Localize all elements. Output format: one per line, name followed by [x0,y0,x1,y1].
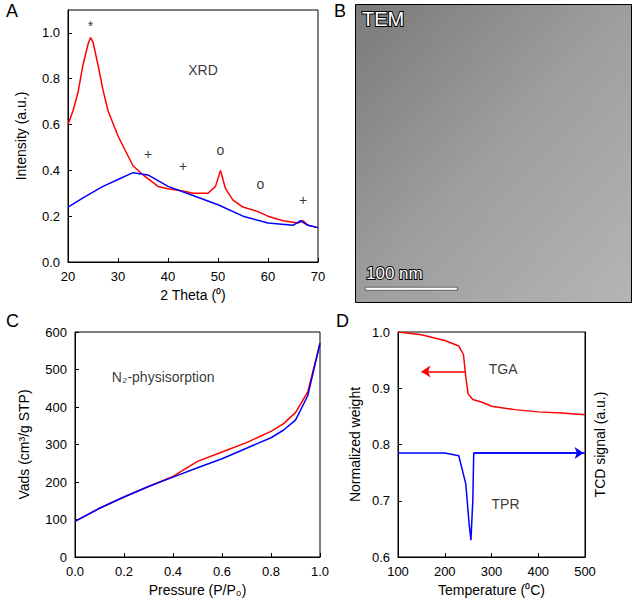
svg-text:400: 400 [527,564,549,579]
svg-text:200: 200 [45,475,67,490]
svg-text:500: 500 [45,362,67,377]
svg-text:1.0: 1.0 [372,325,390,340]
svg-text:1.0: 1.0 [42,25,60,40]
svg-text:Vads (cm³/g STP): Vads (cm³/g STP) [16,389,32,499]
svg-text:0.8: 0.8 [42,71,60,86]
svg-text:0.8: 0.8 [262,564,280,579]
svg-text:+: + [144,146,152,162]
svg-text:o: o [217,142,225,158]
svg-text:100 nm: 100 nm [366,264,423,283]
svg-text:Normalized weight: Normalized weight [347,387,363,502]
svg-text:0.2: 0.2 [42,209,60,224]
svg-text:C: C [6,311,19,331]
svg-text:2 Theta (⁰): 2 Theta (⁰) [160,287,225,303]
svg-text:Pressure (P/P₀): Pressure (P/P₀) [149,582,247,598]
svg-text:Intensity (a.u.): Intensity (a.u.) [13,92,29,181]
svg-text:B: B [334,1,346,21]
svg-text:0.9: 0.9 [372,381,390,396]
svg-text:0.8: 0.8 [372,437,390,452]
svg-text:TPR: TPR [492,496,520,512]
svg-text:XRD: XRD [188,62,218,78]
svg-text:0.6: 0.6 [372,550,390,565]
svg-text:20: 20 [61,269,75,284]
svg-text:40: 40 [161,269,175,284]
svg-text:A: A [6,1,18,21]
svg-text:D: D [336,311,349,331]
svg-text:0.2: 0.2 [115,564,133,579]
svg-text:30: 30 [111,269,125,284]
svg-text:60: 60 [261,269,275,284]
svg-text:+: + [299,192,307,208]
svg-text:1.0: 1.0 [311,564,329,579]
svg-text:0.0: 0.0 [66,564,84,579]
svg-text:200: 200 [434,564,456,579]
svg-text:70: 70 [311,269,325,284]
svg-text:0: 0 [60,550,67,565]
svg-text:0.6: 0.6 [42,117,60,132]
svg-text:N₂-physisorption: N₂-physisorption [112,369,215,385]
svg-text:Temperature (⁰C): Temperature (⁰C) [438,582,545,598]
svg-text:600: 600 [45,325,67,340]
svg-text:TCD signal (a.u.): TCD signal (a.u.) [592,392,608,498]
svg-text:TEM: TEM [362,8,404,30]
svg-text:+: + [179,158,187,174]
svg-text:100: 100 [45,512,67,527]
svg-text:*: * [88,18,94,34]
svg-text:0.7: 0.7 [372,493,390,508]
svg-text:0.4: 0.4 [164,564,182,579]
svg-text:o: o [257,176,265,192]
svg-text:300: 300 [45,437,67,452]
svg-text:100: 100 [387,564,409,579]
svg-text:300: 300 [481,564,503,579]
svg-text:0.0: 0.0 [42,255,60,270]
svg-text:50: 50 [211,269,225,284]
svg-text:500: 500 [574,564,596,579]
svg-text:0.4: 0.4 [42,163,60,178]
svg-text:400: 400 [45,400,67,415]
svg-text:TGA: TGA [489,361,518,377]
svg-text:0.6: 0.6 [213,564,231,579]
